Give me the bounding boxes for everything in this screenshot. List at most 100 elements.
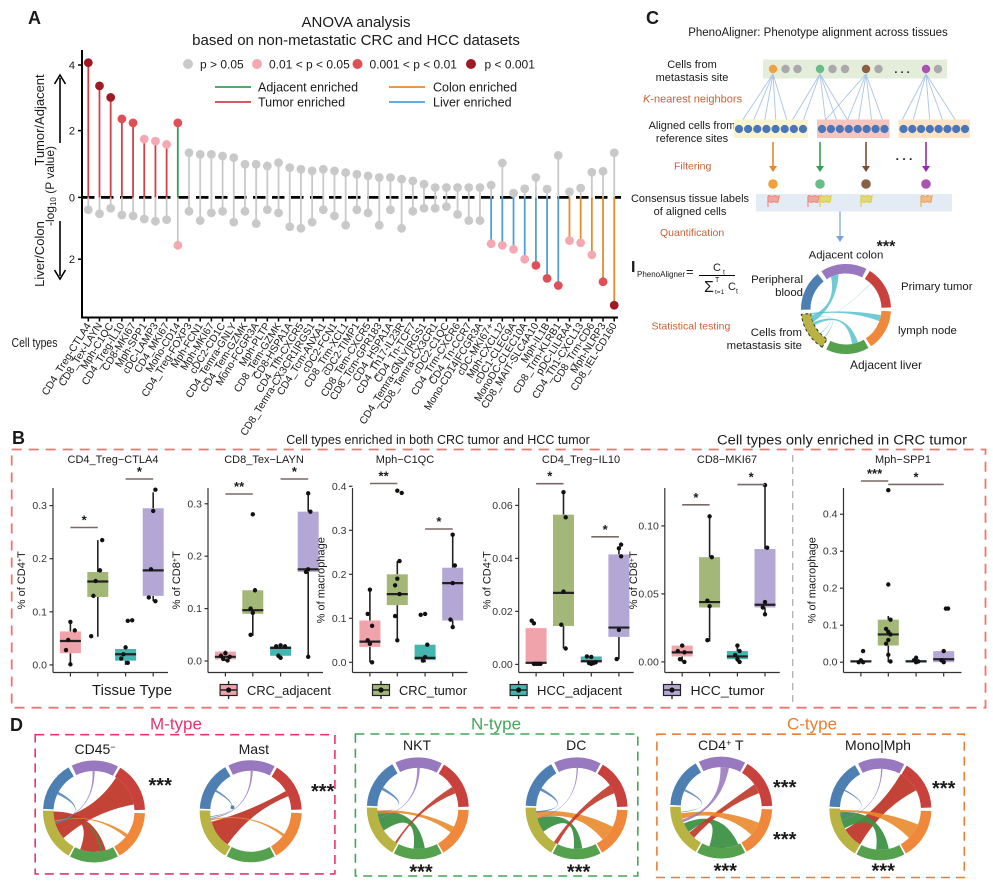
svg-text:2: 2 (69, 254, 75, 266)
svg-text:t=1: t=1 (715, 289, 725, 296)
svg-text:% of CD4+T: % of CD4+T (482, 551, 494, 609)
svg-text:p < 0.001: p < 0.001 (485, 58, 536, 72)
svg-text:Tissue Type: Tissue Type (92, 682, 172, 699)
svg-text:***: *** (714, 861, 738, 883)
svg-text:lymph node: lymph node (898, 325, 957, 337)
svg-text:2: 2 (69, 126, 75, 138)
svg-text:Cell types enriched in both CR: Cell types enriched in both CRC tumor an… (286, 433, 590, 447)
svg-text:HCC_adjacent: HCC_adjacent (537, 684, 623, 698)
svg-text:B: B (12, 428, 25, 448)
svg-text:**: ** (234, 479, 245, 494)
svg-text:M-type: M-type (150, 715, 202, 734)
svg-text:0.2: 0.2 (823, 583, 838, 595)
svg-text:Peripheral: Peripheral (751, 274, 803, 286)
svg-text:Liver enriched: Liver enriched (433, 96, 512, 110)
svg-text:Adjacent enriched: Adjacent enriched (258, 81, 358, 95)
svg-text:C-type: C-type (787, 715, 837, 734)
svg-text:0.02: 0.02 (492, 606, 513, 618)
svg-text:***: *** (773, 777, 797, 799)
svg-text:reference sites: reference sites (656, 133, 729, 145)
svg-text:Filtering: Filtering (674, 161, 712, 173)
svg-text:**: ** (379, 469, 390, 484)
svg-text:0.4: 0.4 (823, 509, 838, 521)
svg-text:I: I (631, 259, 635, 276)
svg-text:=: = (686, 264, 694, 279)
svg-text:Cells from: Cells from (751, 327, 802, 339)
svg-text:blood: blood (775, 287, 803, 299)
svg-text:*: * (436, 514, 442, 529)
svg-text:***: *** (149, 775, 173, 797)
svg-text:p > 0.05: p > 0.05 (200, 58, 244, 72)
svg-text:0.0: 0.0 (823, 657, 838, 669)
svg-text:of aligned cells: of aligned cells (654, 206, 727, 218)
svg-text:C: C (728, 281, 736, 293)
svg-text:Tumor enriched: Tumor enriched (258, 96, 345, 110)
svg-text:% of CD4+T: % of CD4+T (16, 551, 28, 609)
svg-text:K-nearest neighbors: K-nearest neighbors (643, 94, 743, 106)
svg-text:CD8_Tex−LAYN: CD8_Tex−LAYN (224, 454, 304, 466)
svg-text:C: C (713, 262, 721, 274)
svg-text:Mph−SPP1: Mph−SPP1 (875, 454, 931, 466)
svg-text:***: *** (409, 862, 433, 884)
svg-text:% of macrophage: % of macrophage (316, 537, 328, 623)
svg-text:Aligned cells from: Aligned cells from (649, 120, 736, 132)
svg-text:% of CD8+T: % of CD8+T (171, 551, 183, 609)
svg-text:CD4+ T: CD4+ T (698, 737, 744, 753)
svg-text:0.04: 0.04 (492, 553, 513, 565)
svg-text:ANOVA analysis: ANOVA analysis (302, 14, 411, 31)
svg-text:0.00: 0.00 (638, 656, 659, 668)
svg-text:0.01 < p < 0.05: 0.01 < p < 0.05 (269, 58, 350, 72)
svg-text:0.06: 0.06 (492, 500, 513, 512)
svg-text:. . .: . . . (894, 64, 909, 76)
svg-text:Consensus tissue labels: Consensus tissue labels (631, 193, 749, 205)
svg-text:***: *** (311, 781, 335, 803)
svg-text:Quantification: Quantification (660, 227, 724, 239)
svg-text:Primary tumor: Primary tumor (901, 281, 973, 293)
svg-text:0.2: 0.2 (187, 551, 202, 563)
svg-text:CD45−: CD45− (74, 741, 115, 757)
svg-text:metastasis site: metastasis site (656, 72, 729, 84)
svg-text:HCC_tumor: HCC_tumor (691, 684, 765, 698)
svg-text:0.0: 0.0 (32, 659, 47, 671)
svg-text:***: *** (877, 239, 896, 256)
svg-text:*: * (82, 513, 88, 528)
svg-text:***: *** (872, 861, 896, 883)
svg-text:Cell types: Cell types (12, 336, 58, 350)
svg-text:Tumor/Adjacent: Tumor/Adjacent (32, 74, 47, 166)
svg-text:Colon enriched: Colon enriched (433, 81, 517, 95)
svg-text:*: * (292, 464, 298, 479)
svg-text:0.2: 0.2 (332, 569, 347, 581)
svg-text:0.1: 0.1 (332, 613, 347, 625)
svg-text:Adjacent colon: Adjacent colon (809, 250, 884, 262)
svg-text:*: * (749, 470, 755, 485)
svg-text:Mono|Mph: Mono|Mph (845, 737, 911, 753)
svg-text:Statistical testing: Statistical testing (652, 321, 731, 333)
svg-text:0.05: 0.05 (638, 588, 659, 600)
svg-text:. . .: . . . (896, 149, 913, 163)
svg-text:0.00: 0.00 (492, 659, 513, 671)
svg-text:PhenoAligner: PhenoAligner (637, 270, 685, 279)
svg-text:CRC_adjacent: CRC_adjacent (247, 684, 332, 698)
svg-text:based on non-metastatic CRC an: based on non-metastatic CRC and HCC data… (192, 32, 520, 49)
svg-text:C: C (646, 8, 659, 28)
svg-text:0.2: 0.2 (32, 553, 47, 565)
svg-text:***: *** (773, 829, 797, 851)
svg-text:T: T (715, 277, 720, 284)
svg-text:D: D (10, 715, 23, 735)
svg-text:% of CD8+T: % of CD8+T (628, 551, 640, 609)
svg-text:CRC_tumor: CRC_tumor (399, 684, 467, 698)
svg-text:***: *** (932, 778, 956, 800)
svg-text:CD4_Treg−CTLA4: CD4_Treg−CTLA4 (68, 454, 159, 466)
svg-text:t: t (723, 270, 725, 277)
svg-text:*: * (913, 469, 919, 484)
svg-text:Liver/Colon: Liver/Colon (32, 221, 47, 287)
svg-text:*: * (137, 464, 143, 479)
svg-text:0.4: 0.4 (332, 481, 347, 493)
svg-text:0.001 < p < 0.01: 0.001 < p < 0.01 (370, 58, 458, 72)
svg-text:0.1: 0.1 (32, 606, 47, 618)
svg-text:Mast: Mast (239, 741, 269, 757)
svg-text:NKT: NKT (403, 737, 431, 753)
svg-text:0.10: 0.10 (638, 520, 659, 532)
svg-text:0.3: 0.3 (32, 500, 47, 512)
svg-text:N-type: N-type (471, 715, 521, 734)
